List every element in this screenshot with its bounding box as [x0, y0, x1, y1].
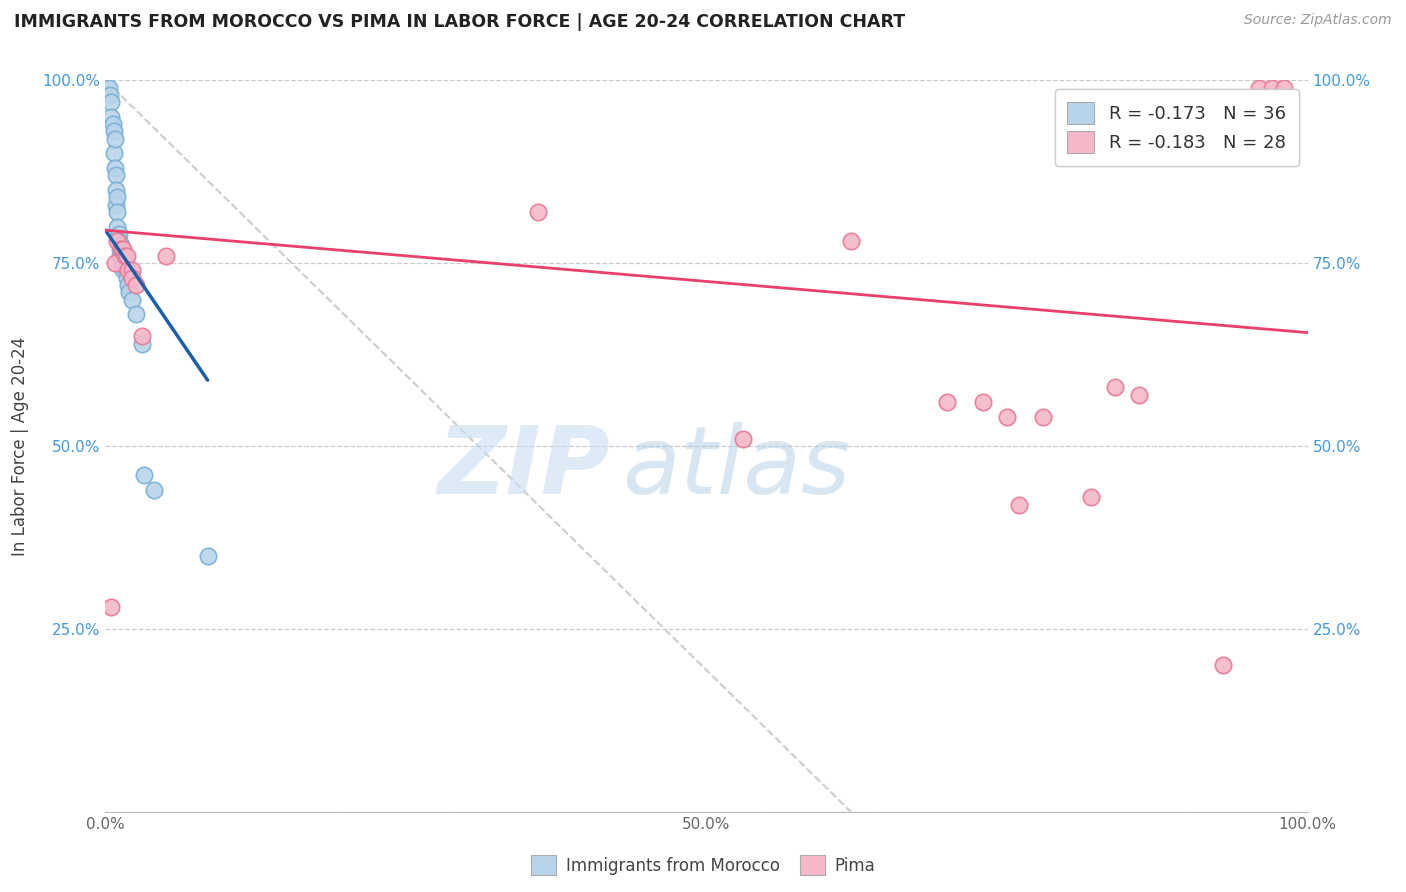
Point	[972, 395, 994, 409]
Point	[1260, 80, 1282, 95]
Point	[105, 169, 128, 183]
Point	[107, 227, 129, 241]
Point	[117, 278, 139, 293]
Point	[132, 468, 155, 483]
Point	[131, 329, 153, 343]
Point	[131, 336, 153, 351]
Text: atlas: atlas	[623, 423, 851, 514]
Point	[995, 409, 1018, 424]
Text: Source: ZipAtlas.com: Source: ZipAtlas.com	[1244, 13, 1392, 28]
Point	[115, 263, 138, 277]
Point	[111, 249, 134, 263]
Point	[1128, 388, 1150, 402]
Point	[124, 278, 146, 293]
Point	[839, 234, 862, 248]
Point	[108, 242, 131, 256]
Point	[105, 197, 128, 211]
Point	[100, 599, 122, 614]
Point	[1272, 80, 1295, 95]
Point	[100, 95, 122, 110]
Text: IMMIGRANTS FROM MOROCCO VS PIMA IN LABOR FORCE | AGE 20-24 CORRELATION CHART: IMMIGRANTS FROM MOROCCO VS PIMA IN LABOR…	[14, 13, 905, 31]
Point	[1080, 490, 1102, 504]
Point	[1032, 409, 1054, 424]
Text: ZIP: ZIP	[437, 422, 610, 514]
Point	[104, 161, 127, 175]
Point	[101, 117, 124, 131]
Point	[114, 256, 136, 270]
Legend: R = -0.173   N = 36, R = -0.183   N = 28: R = -0.173 N = 36, R = -0.183 N = 28	[1054, 89, 1299, 166]
Point	[197, 549, 219, 563]
Point	[121, 293, 143, 307]
Point	[114, 249, 136, 263]
Point	[118, 285, 141, 300]
Point	[107, 234, 129, 248]
Point	[110, 242, 132, 256]
Point	[117, 263, 139, 277]
Y-axis label: In Labor Force | Age 20-24: In Labor Force | Age 20-24	[11, 336, 28, 556]
Point	[112, 242, 135, 256]
Point	[100, 110, 122, 124]
Point	[1212, 658, 1234, 673]
Point	[155, 249, 177, 263]
Point	[142, 483, 165, 497]
Legend: Immigrants from Morocco, Pima: Immigrants from Morocco, Pima	[522, 847, 884, 884]
Point	[121, 263, 143, 277]
Point	[98, 87, 121, 102]
Point	[527, 205, 550, 219]
Point	[1249, 80, 1271, 95]
Point	[107, 219, 129, 234]
Point	[103, 124, 125, 138]
Point	[124, 307, 146, 321]
Point	[731, 432, 754, 446]
Point	[110, 238, 132, 252]
Point	[112, 263, 135, 277]
Point	[115, 249, 138, 263]
Point	[107, 234, 129, 248]
Point	[98, 80, 121, 95]
Point	[115, 270, 138, 285]
Point	[103, 146, 125, 161]
Point	[107, 190, 129, 204]
Point	[104, 256, 127, 270]
Point	[107, 205, 129, 219]
Point	[108, 249, 131, 263]
Point	[110, 242, 132, 256]
Point	[104, 132, 127, 146]
Point	[936, 395, 959, 409]
Point	[1008, 498, 1031, 512]
Point	[111, 256, 134, 270]
Point	[105, 183, 128, 197]
Point	[1104, 380, 1126, 394]
Point	[112, 249, 135, 263]
Point	[121, 270, 143, 285]
